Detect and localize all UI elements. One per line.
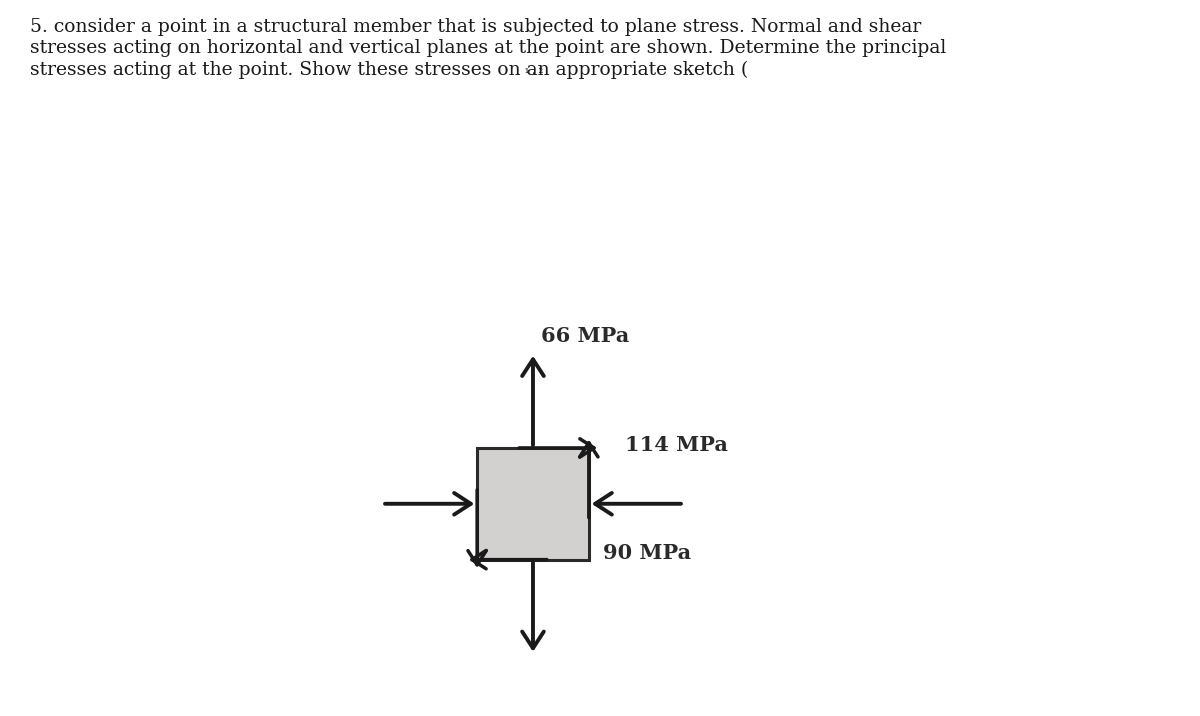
Text: 90 MPa: 90 MPa [602,543,691,563]
Text: stresses acting on horizontal and vertical planes at the point are shown. Determ: stresses acting on horizontal and vertic… [30,39,947,57]
Text: 114 MPa: 114 MPa [625,435,728,455]
Text: 66 MPa: 66 MPa [541,326,630,347]
Text: ₁ , ₂: ₁ , ₂ [522,63,544,76]
Text: stresses acting at the point. Show these stresses on an appropriate sketch (: stresses acting at the point. Show these… [30,61,749,79]
Text: 5. consider a point in a structural member that is subjected to plane stress. No: 5. consider a point in a structural memb… [30,18,922,36]
Bar [478,448,589,560]
